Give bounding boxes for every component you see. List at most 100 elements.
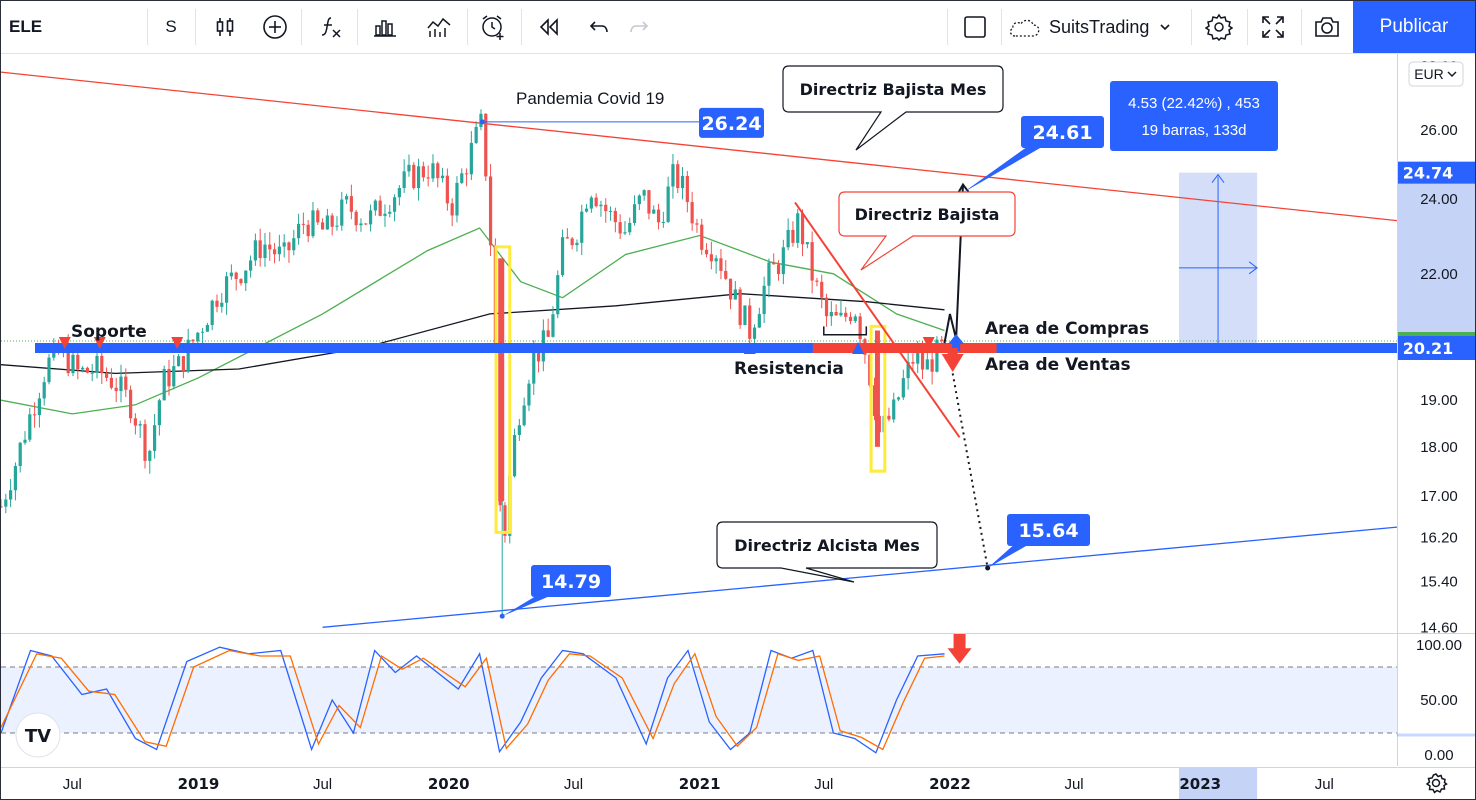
settings-button[interactable] [1197, 1, 1241, 53]
highlight-box-1 [494, 245, 512, 534]
sell-marker [922, 337, 935, 349]
candle-body [426, 177, 430, 179]
candle-body [277, 246, 281, 255]
candle-body [743, 305, 747, 326]
callout-alcista-mes-shape [716, 521, 938, 583]
chevron-down-icon [1160, 24, 1170, 31]
crash-candle-body-2021 [874, 330, 880, 447]
candle-body [234, 272, 238, 280]
price-label-14-79: 14.79 [502, 565, 611, 617]
candle-body [484, 113, 488, 177]
candle-body [637, 195, 641, 205]
oscillator-pane[interactable]: TV [1, 634, 1475, 766]
gear-icon[interactable] [1425, 773, 1448, 794]
time-axis-tick: 2019 [178, 775, 220, 793]
candle-body [407, 164, 411, 172]
sell-marker [93, 337, 106, 349]
indicators-button[interactable] [309, 1, 353, 53]
candle-body [527, 383, 531, 406]
candle-body [95, 355, 99, 373]
sell-area-arrow [941, 348, 964, 372]
price-label-15-64-pointer [987, 542, 1033, 568]
candle-body [119, 376, 123, 392]
chart-canvas[interactable]: TV 14.60 15.40 16.20 17.00 18.00 19.00 22.00 24… [1, 54, 1475, 799]
alerts-chart-button[interactable] [417, 1, 461, 53]
top-toolbar: ELE S [1, 1, 1475, 54]
candle-body [623, 232, 627, 234]
layout-button[interactable] [953, 1, 997, 53]
candle-body [191, 339, 195, 342]
candle-body [781, 247, 785, 275]
layout-name-button[interactable]: SuitsTrading [1007, 1, 1187, 53]
candle-body [28, 414, 32, 440]
undo-button[interactable] [579, 1, 619, 53]
candle-body [320, 222, 325, 230]
oscillator-sell-arrow [947, 634, 972, 664]
candle-body [18, 442, 22, 467]
time-axis-tick: Jul [313, 776, 332, 793]
candle-body [148, 450, 152, 461]
publish-button[interactable]: Publicar [1353, 1, 1475, 53]
price-label-15-64-box [1007, 514, 1090, 546]
oscillator-d-line [1, 649, 945, 751]
candle-body [354, 211, 358, 226]
candle-body [224, 276, 229, 303]
currency-selector[interactable]: EUR [1408, 61, 1464, 87]
redo-button[interactable] [619, 1, 659, 53]
target-price-badge [1398, 161, 1475, 184]
undo-icon [589, 21, 608, 33]
projection-info-label: 4.53 (22.42%) , 453 19 barras, 133d [1110, 81, 1278, 151]
candle-body [469, 142, 473, 175]
fullscreen-button[interactable] [1251, 1, 1295, 53]
candle-body [215, 300, 219, 307]
projection-arrow-head [1211, 173, 1225, 183]
time-axis-tick: 2021 [679, 775, 721, 793]
trendline-alcista-mes [322, 526, 1398, 628]
candle-body [455, 182, 459, 216]
price-label-26-24-box [699, 107, 764, 138]
candle-body [575, 242, 579, 246]
time-axis-tick: Jul [63, 776, 82, 793]
replay-button[interactable] [527, 1, 571, 53]
candle-body [796, 213, 800, 243]
candle-body [517, 425, 521, 435]
callout-alcista-mes-text: Directriz Alcista Mes [734, 536, 920, 555]
candle-body [632, 204, 637, 223]
area-ventas-label: Area de Ventas [985, 355, 1131, 375]
chevron-down-icon [1447, 71, 1457, 77]
candle-body [829, 311, 833, 317]
candle-body [844, 312, 848, 317]
symbol-search-button[interactable]: ELE [9, 1, 69, 53]
compare-button[interactable] [255, 1, 295, 53]
tradingview-logo: TV [15, 712, 61, 758]
alert-button[interactable] [471, 1, 515, 53]
candle-body [810, 242, 814, 281]
candle-body [752, 327, 757, 339]
current-price-badge [1398, 336, 1475, 360]
candle-body [911, 362, 915, 364]
callout-bajista-mes-shape [782, 65, 1004, 151]
indicators-icon [321, 17, 341, 38]
candle-body [940, 339, 944, 341]
templates-button[interactable] [363, 1, 407, 53]
candle-body [594, 197, 598, 207]
candle-body [570, 238, 574, 246]
projection-info-line1: 4.53 (22.42%) , 453 [1128, 95, 1260, 112]
candle-body [762, 285, 766, 315]
candle-body [920, 352, 925, 370]
candle-body [901, 378, 905, 398]
candle-body [460, 173, 464, 183]
sell-marker [58, 337, 71, 349]
oscillator-axis-tick: 50.00 [1420, 692, 1458, 709]
candle-body [848, 316, 853, 322]
snapshot-button[interactable] [1305, 1, 1349, 53]
candle-body [263, 244, 267, 259]
candle-body [839, 312, 843, 316]
candle-body [551, 314, 555, 337]
candle-body [152, 425, 157, 451]
price-label-24-61-box [1021, 116, 1104, 148]
chart-type-button[interactable] [205, 1, 245, 53]
tradingview-logo-circle [15, 712, 61, 758]
candle-body [359, 223, 363, 226]
interval-button[interactable]: S [151, 1, 191, 53]
